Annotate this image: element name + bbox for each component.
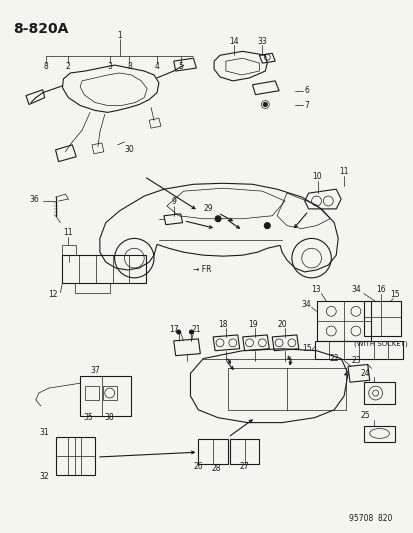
Text: 22: 22 bbox=[329, 354, 338, 363]
Text: 19: 19 bbox=[247, 320, 257, 329]
Bar bbox=[316, 302, 370, 341]
Text: 35: 35 bbox=[83, 413, 93, 422]
Text: 28: 28 bbox=[211, 464, 220, 473]
Text: 14: 14 bbox=[228, 37, 238, 46]
Bar bbox=[75, 282, 109, 293]
Text: 37: 37 bbox=[90, 366, 100, 375]
Bar bbox=[227, 368, 345, 410]
Text: 2: 2 bbox=[66, 62, 71, 70]
Text: 26: 26 bbox=[193, 463, 203, 471]
Bar bbox=[363, 382, 394, 404]
Text: 12: 12 bbox=[48, 290, 57, 299]
Text: 15: 15 bbox=[389, 290, 399, 299]
Circle shape bbox=[189, 330, 193, 334]
Text: 33: 33 bbox=[257, 37, 267, 46]
Text: 27: 27 bbox=[239, 463, 249, 471]
Text: 10: 10 bbox=[311, 172, 320, 181]
Text: 8: 8 bbox=[43, 62, 48, 70]
Text: 29: 29 bbox=[203, 204, 213, 213]
Text: 15: 15 bbox=[301, 344, 311, 353]
Text: 30: 30 bbox=[124, 146, 134, 154]
Circle shape bbox=[215, 216, 221, 222]
Text: 17: 17 bbox=[169, 325, 178, 334]
Text: 25: 25 bbox=[360, 411, 370, 420]
Text: 24: 24 bbox=[360, 369, 370, 378]
Bar bbox=[229, 439, 259, 464]
Bar bbox=[62, 255, 146, 282]
Text: 6: 6 bbox=[304, 86, 309, 95]
Circle shape bbox=[263, 223, 270, 229]
Bar bbox=[102, 386, 116, 400]
Text: 36: 36 bbox=[29, 195, 39, 204]
Circle shape bbox=[263, 102, 267, 107]
Bar bbox=[85, 386, 99, 400]
Text: 5: 5 bbox=[178, 62, 183, 70]
Text: 3: 3 bbox=[107, 62, 112, 70]
Text: 9: 9 bbox=[171, 197, 176, 206]
Text: 31: 31 bbox=[39, 428, 49, 437]
Bar bbox=[314, 341, 402, 359]
Text: 8: 8 bbox=[127, 62, 131, 70]
Text: 13: 13 bbox=[311, 285, 320, 294]
Circle shape bbox=[176, 330, 180, 334]
Bar bbox=[80, 376, 131, 416]
Bar bbox=[55, 438, 95, 475]
Text: 95708  820: 95708 820 bbox=[348, 514, 392, 523]
Text: → FR: → FR bbox=[193, 265, 211, 274]
Text: 32: 32 bbox=[39, 472, 49, 481]
Text: 23: 23 bbox=[350, 356, 360, 365]
Text: 34: 34 bbox=[301, 300, 311, 309]
Text: 18: 18 bbox=[218, 320, 227, 329]
Text: 38: 38 bbox=[104, 413, 114, 422]
Bar bbox=[198, 439, 227, 464]
Text: 20: 20 bbox=[277, 320, 286, 329]
Text: 7: 7 bbox=[304, 101, 309, 110]
Text: 21: 21 bbox=[191, 325, 201, 334]
Text: 1: 1 bbox=[117, 31, 122, 40]
Text: 11: 11 bbox=[339, 167, 348, 176]
Text: 8-820A: 8-820A bbox=[13, 22, 69, 36]
Text: 4: 4 bbox=[154, 62, 159, 70]
Text: 11: 11 bbox=[64, 228, 73, 237]
Text: (WITH SOCKET): (WITH SOCKET) bbox=[353, 341, 406, 347]
Text: 16: 16 bbox=[375, 285, 385, 294]
Text: 34: 34 bbox=[350, 285, 360, 294]
Bar bbox=[363, 302, 400, 336]
